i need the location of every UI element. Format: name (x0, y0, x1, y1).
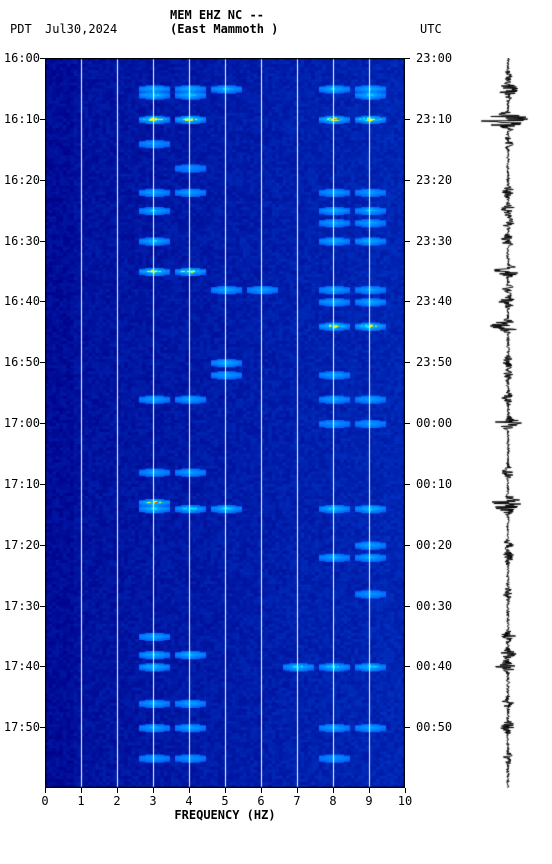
y-left-tick-label: 16:10 (4, 112, 40, 126)
y-right-tick (405, 423, 410, 424)
y-right-tick-label: 23:10 (416, 112, 452, 126)
x-tick (225, 788, 226, 793)
waveform-canvas (478, 58, 538, 788)
x-tick-label: 4 (185, 794, 192, 808)
x-tick-label: 8 (329, 794, 336, 808)
x-tick-label: 7 (293, 794, 300, 808)
x-tick (117, 788, 118, 793)
y-left-tick (40, 362, 45, 363)
x-tick (369, 788, 370, 793)
spectrogram-canvas (45, 58, 405, 788)
x-tick-label: 0 (41, 794, 48, 808)
x-tick (189, 788, 190, 793)
x-axis-label: FREQUENCY (HZ) (45, 808, 405, 822)
y-right-tick-label: 23:50 (416, 355, 452, 369)
y-left-tick-label: 16:30 (4, 234, 40, 248)
y-left-tick (40, 484, 45, 485)
y-right-tick-label: 00:20 (416, 538, 452, 552)
y-axis-left: 16:0016:1016:2016:3016:4016:5017:0017:10… (2, 58, 42, 788)
y-right-tick (405, 362, 410, 363)
y-left-tick-label: 16:40 (4, 294, 40, 308)
x-tick-label: 9 (365, 794, 372, 808)
y-left-tick-label: 17:30 (4, 599, 40, 613)
y-left-tick (40, 423, 45, 424)
y-left-tick (40, 727, 45, 728)
x-tick-label: 3 (149, 794, 156, 808)
y-right-tick (405, 606, 410, 607)
y-right-tick (405, 545, 410, 546)
x-tick-label: 1 (77, 794, 84, 808)
y-right-tick-label: 23:30 (416, 234, 452, 248)
y-left-tick-label: 16:50 (4, 355, 40, 369)
y-left-tick (40, 180, 45, 181)
x-axis: FREQUENCY (HZ) 012345678910 (45, 788, 405, 828)
waveform-plot (478, 58, 538, 788)
y-left-tick-label: 17:00 (4, 416, 40, 430)
y-right-tick (405, 180, 410, 181)
y-left-tick-label: 17:50 (4, 720, 40, 734)
location-label: (East Mammoth ) (170, 22, 278, 36)
x-tick (261, 788, 262, 793)
date-label: Jul30,2024 (45, 22, 117, 36)
y-left-tick-label: 16:20 (4, 173, 40, 187)
x-tick (405, 788, 406, 793)
y-right-tick-label: 23:00 (416, 51, 452, 65)
y-axis-right: 23:0023:1023:2023:3023:4023:5000:0000:10… (410, 58, 460, 788)
timezone-right-label: UTC (420, 22, 442, 36)
y-right-tick-label: 23:20 (416, 173, 452, 187)
x-tick-label: 5 (221, 794, 228, 808)
x-tick-label: 10 (398, 794, 412, 808)
x-tick (153, 788, 154, 793)
x-tick (45, 788, 46, 793)
station-label: MEM EHZ NC -- (170, 8, 264, 22)
y-left-tick-label: 16:00 (4, 51, 40, 65)
y-right-tick (405, 301, 410, 302)
y-right-tick (405, 727, 410, 728)
x-tick (297, 788, 298, 793)
x-tick (333, 788, 334, 793)
y-left-tick (40, 606, 45, 607)
y-left-tick-label: 17:40 (4, 659, 40, 673)
x-tick (81, 788, 82, 793)
y-left-tick-label: 17:20 (4, 538, 40, 552)
y-left-tick (40, 241, 45, 242)
y-left-tick-label: 17:10 (4, 477, 40, 491)
y-right-tick-label: 00:00 (416, 416, 452, 430)
y-left-tick (40, 666, 45, 667)
y-right-tick (405, 119, 410, 120)
x-tick-label: 6 (257, 794, 264, 808)
y-right-tick-label: 23:40 (416, 294, 452, 308)
y-right-tick-label: 00:10 (416, 477, 452, 491)
y-right-tick-label: 00:40 (416, 659, 452, 673)
y-right-tick-label: 00:50 (416, 720, 452, 734)
x-tick-label: 2 (113, 794, 120, 808)
y-left-tick (40, 58, 45, 59)
y-left-tick (40, 545, 45, 546)
y-right-tick (405, 666, 410, 667)
y-left-tick (40, 119, 45, 120)
y-right-tick-label: 00:30 (416, 599, 452, 613)
y-left-tick (40, 301, 45, 302)
y-right-tick (405, 58, 410, 59)
spectrogram-plot (45, 58, 405, 788)
y-right-tick (405, 484, 410, 485)
y-right-tick (405, 241, 410, 242)
timezone-left-label: PDT (10, 22, 32, 36)
